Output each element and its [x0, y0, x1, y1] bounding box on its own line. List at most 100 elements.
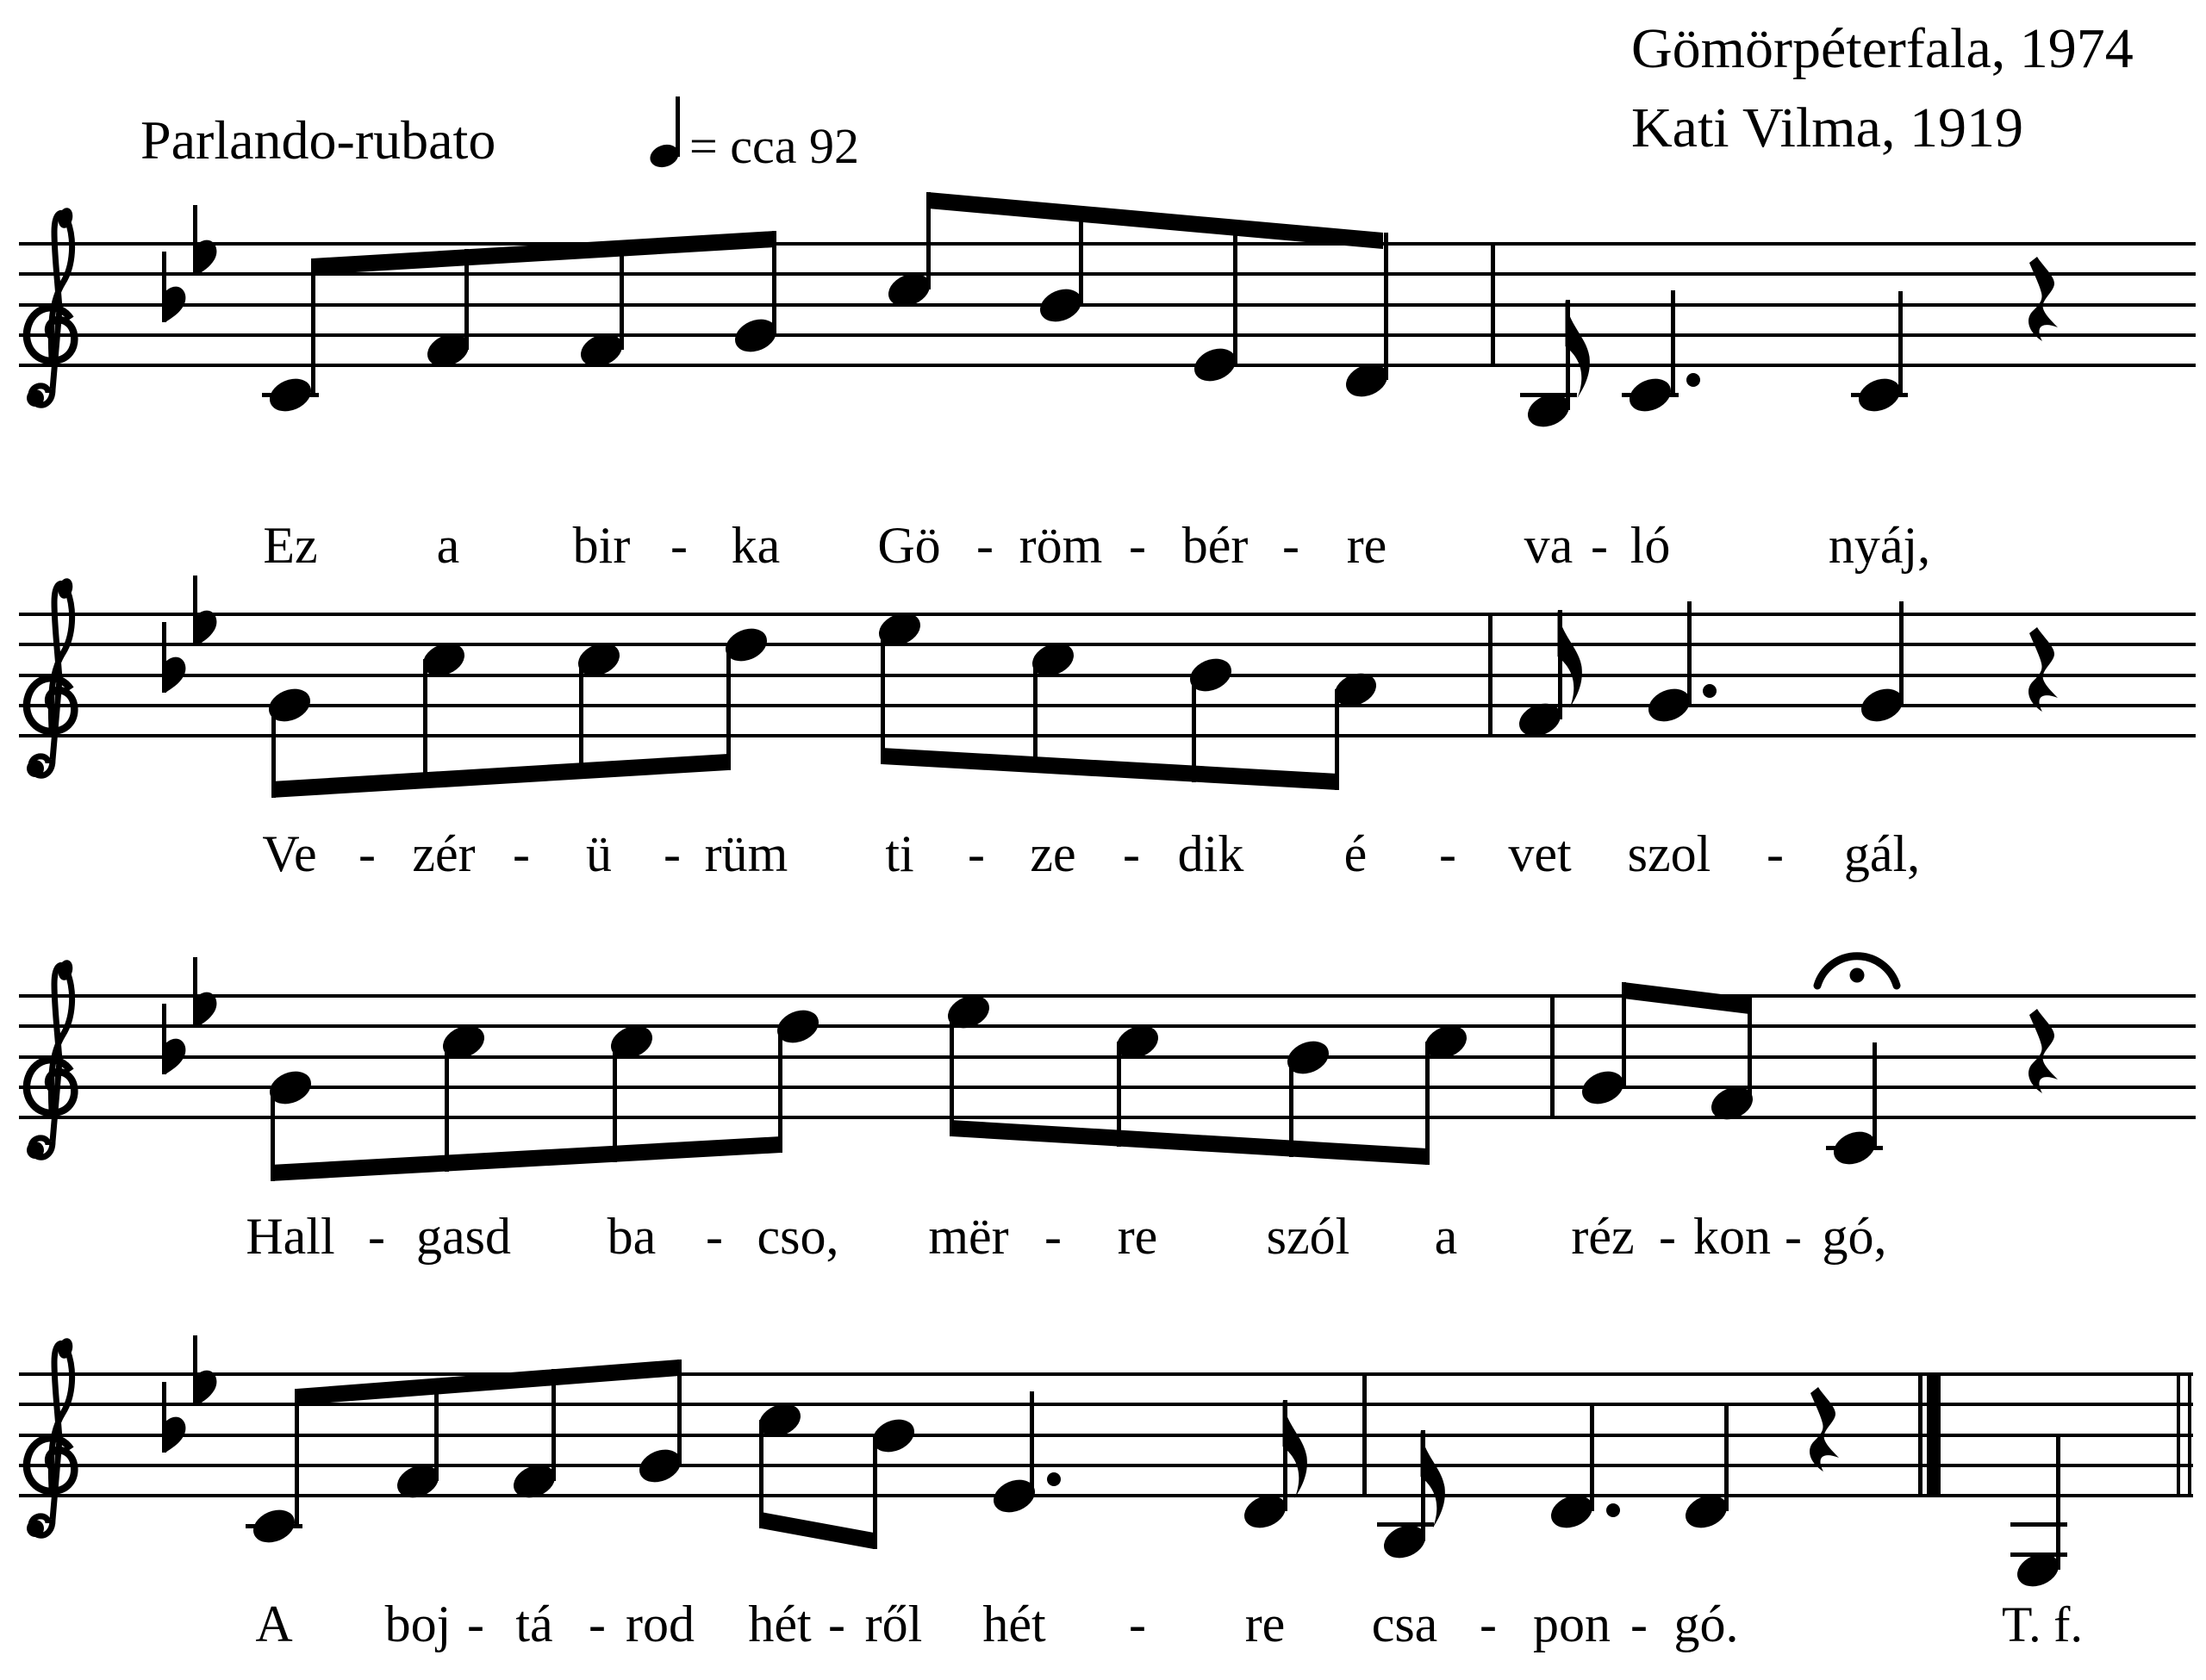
- tempo-quarter-note-icon: [650, 144, 679, 168]
- note-stem: [464, 249, 469, 350]
- staff-line: [19, 613, 2196, 616]
- flat-sign-icon: [193, 576, 197, 646]
- lyric-syllable: gó.: [1673, 1596, 1739, 1652]
- note-stem: [619, 240, 624, 350]
- note-stem: [880, 629, 885, 764]
- note-stem: [1029, 1391, 1034, 1496]
- beam: [951, 1120, 1427, 1165]
- flat-sign-icon: [193, 957, 197, 1028]
- note-stem: [1116, 1042, 1121, 1147]
- flat-sign-icon: [162, 252, 166, 322]
- note-stem: [925, 192, 931, 289]
- treble-clef-part: [27, 389, 44, 407]
- beam: [1623, 982, 1749, 1014]
- lyric-syllable: ba: [607, 1208, 657, 1265]
- augmentation-dot: [1047, 1472, 1061, 1486]
- tempo-bpm-label: = cca 92: [689, 118, 859, 174]
- barline: [1490, 242, 1495, 367]
- lyric-syllable: zér: [412, 825, 476, 882]
- lyric-hyphen: -: [368, 1208, 385, 1265]
- lyric-syllable: kon: [1693, 1208, 1771, 1265]
- lyric-syllable: réz: [1571, 1208, 1635, 1265]
- treble-clef-icon: [22, 578, 78, 779]
- lyric-hyphen: -: [513, 825, 530, 882]
- lyric-syllable: ló: [1630, 517, 1671, 574]
- note-stem: [1334, 689, 1339, 790]
- lyric-syllable: re: [1244, 1596, 1286, 1652]
- beam: [312, 231, 775, 275]
- flat-sign-icon: [193, 205, 197, 276]
- lyric-hyphen: -: [1630, 1596, 1648, 1652]
- treble-clef-part: [58, 960, 73, 980]
- lyric-syllable: dik: [1177, 825, 1244, 882]
- staff-line: [19, 994, 2196, 998]
- flat-sign-icon: [162, 1004, 166, 1074]
- treble-clef-part: [28, 1513, 56, 1539]
- lyric-syllable: Hall: [246, 1208, 335, 1265]
- staff-line: [19, 1494, 2193, 1497]
- lyric-syllable: szól: [1266, 1208, 1350, 1265]
- staff-line: [19, 333, 2196, 337]
- note-stem: [1232, 220, 1237, 364]
- lyric-hyphen: -: [467, 1596, 484, 1652]
- lyric-syllable: röm: [1019, 517, 1103, 574]
- note-stem: [578, 659, 583, 779]
- flat-sign-icon: [162, 622, 166, 693]
- staff-line: [19, 1403, 2193, 1407]
- quarter-rest-icon: [2028, 1009, 2058, 1093]
- staff-line: [19, 1433, 2193, 1437]
- staff-line: [19, 1372, 2193, 1376]
- staff-line: [19, 1024, 2196, 1029]
- lyric-syllable: mër: [928, 1208, 1009, 1265]
- lyric-hyphen: -: [1129, 1596, 1146, 1652]
- note-stem: [1565, 300, 1570, 410]
- augmentation-dot: [1606, 1503, 1620, 1517]
- final-tone-label: T. f.: [2002, 1596, 2083, 1652]
- note-stem: [1872, 1042, 1877, 1148]
- note-stem: [1686, 601, 1692, 705]
- lyric-hyphen: -: [589, 1596, 606, 1652]
- treble-clef-part: [27, 760, 44, 777]
- treble-clef-icon: [22, 960, 78, 1160]
- note-stem: [270, 1087, 275, 1181]
- note-stem: [433, 1378, 439, 1481]
- lyric-syllable: Ez: [263, 517, 318, 574]
- note-stem: [758, 1420, 763, 1528]
- note-stem: [1898, 601, 1904, 705]
- fermata-icon: [1813, 952, 1901, 990]
- note-stem: [777, 1026, 782, 1153]
- treble-clef-part: [58, 1338, 73, 1359]
- beam: [882, 748, 1337, 790]
- beam: [271, 1136, 781, 1181]
- lyric-syllable: tá: [515, 1596, 553, 1652]
- lyric-hyphen: -: [358, 825, 376, 882]
- lyric-syllable: a: [1434, 1208, 1458, 1265]
- provenance-place-year: Gömörpéterfala, 1974: [1631, 17, 2134, 80]
- quarter-rest-icon: [2028, 257, 2058, 341]
- quarter-rest-icon: [2028, 627, 2058, 712]
- tempo-style-label: Parlando-rubato: [140, 109, 496, 171]
- staff-line: [19, 643, 2196, 647]
- beam: [271, 754, 728, 798]
- lyric-syllable: re: [1117, 1208, 1158, 1265]
- beam: [928, 192, 1383, 249]
- barline: [2188, 1372, 2191, 1497]
- note-stem: [1282, 1400, 1287, 1511]
- staff-line: [19, 703, 2196, 707]
- note-stem: [1032, 659, 1038, 773]
- lyric-syllable: A: [255, 1596, 293, 1652]
- note-stem: [1589, 1406, 1594, 1511]
- note-stem: [271, 705, 276, 798]
- note-head: [265, 372, 316, 417]
- note-stem: [551, 1369, 556, 1481]
- lyric-syllable: a: [436, 517, 460, 574]
- lyric-hyphen: -: [670, 517, 688, 574]
- note-stem: [1420, 1430, 1425, 1541]
- lyric-hyphen: -: [1767, 825, 1784, 882]
- staff-line: [19, 1085, 2196, 1089]
- treble-clef-part: [27, 1520, 44, 1537]
- staff-line: [19, 242, 2196, 246]
- lyric-syllable: ka: [731, 517, 781, 574]
- note-stem: [1078, 206, 1083, 305]
